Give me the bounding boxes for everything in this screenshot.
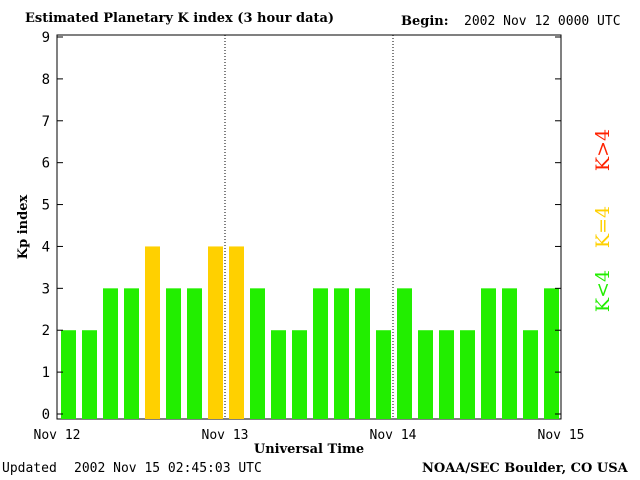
y-tick-label: 5 [42, 198, 50, 214]
kp-bar [544, 288, 559, 419]
kp-bar [292, 330, 307, 419]
kp-bar [376, 330, 391, 419]
kp-bar [187, 288, 202, 419]
kp-bar [439, 330, 454, 419]
y-tick-label: 9 [42, 30, 50, 46]
updated-timestamp: 2002 Nov 15 02:45:03 UTC [74, 461, 262, 476]
y-tick-label: 1 [42, 365, 50, 381]
y-tick-label: 2 [42, 323, 50, 339]
kp-bar [523, 330, 538, 419]
legend-entry: K=4 [592, 206, 614, 248]
y-tick-label: 4 [42, 239, 50, 255]
kp-bar [397, 288, 412, 419]
kp-bar [61, 330, 76, 419]
begin-label: Begin: [401, 14, 449, 29]
y-axis-label: Kp index [16, 195, 31, 260]
x-axis-label: Universal Time [254, 442, 364, 457]
y-tick-label: 7 [42, 114, 50, 130]
kp-bar [166, 288, 181, 419]
y-tick-label: 3 [42, 281, 50, 297]
y-tick-label: 6 [42, 156, 50, 172]
kp-bar [208, 246, 223, 419]
legend-entry: K<4 [592, 270, 614, 312]
kp-bar [145, 246, 160, 419]
legend-entry: K>4 [592, 129, 614, 171]
kp-bar [334, 288, 349, 419]
kp-bar [460, 330, 475, 419]
kp-bar [271, 330, 286, 419]
kp-bar [313, 288, 328, 419]
chart-title: Estimated Planetary K index (3 hour data… [25, 11, 335, 26]
y-tick-label: 0 [42, 407, 50, 423]
kp-bar [481, 288, 496, 419]
kp-bar [103, 288, 118, 419]
x-tick-label: Nov 15 [538, 428, 585, 443]
y-tick-label: 8 [42, 72, 50, 88]
kp-bar [82, 330, 97, 419]
kp-bar [250, 288, 265, 419]
begin-date: 2002 Nov 12 0000 UTC [464, 14, 621, 29]
x-tick-label: Nov 13 [202, 428, 249, 443]
kp-bar [355, 288, 370, 419]
kp-bar [229, 246, 244, 419]
source-credit: NOAA/SEC Boulder, CO USA [422, 461, 628, 476]
plot-frame [56, 34, 562, 420]
kp-bar [124, 288, 139, 419]
updated-label: Updated [2, 461, 57, 476]
x-tick-label: Nov 12 [34, 428, 81, 443]
x-tick-label: Nov 14 [370, 428, 417, 443]
kp-bar [418, 330, 433, 419]
kp-bar [502, 288, 517, 419]
